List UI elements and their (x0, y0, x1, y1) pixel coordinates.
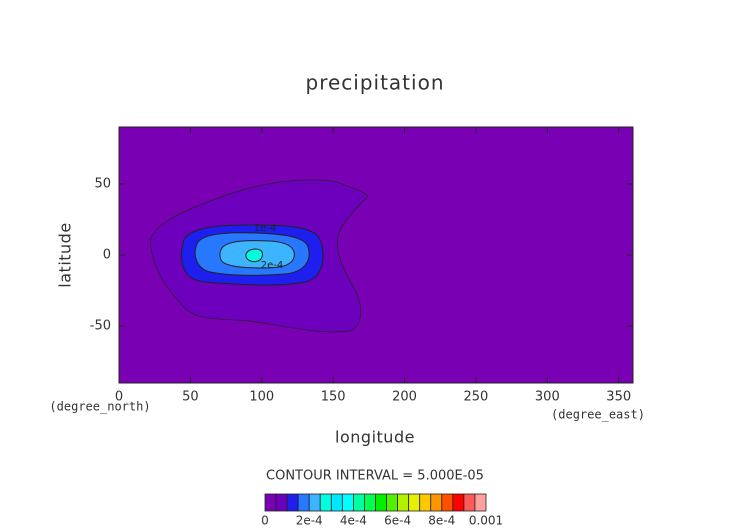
colorbar-box (264, 493, 277, 512)
y-axis-label: latitude (56, 222, 75, 287)
colorbar-box (386, 493, 398, 512)
contour-label: 1e-4 (254, 223, 277, 234)
y-tick-label: -50 (90, 319, 111, 334)
colorbar-box (297, 493, 310, 512)
colorbar-box (452, 493, 465, 512)
y-tick-label: 50 (94, 176, 111, 191)
colorbar-box (308, 493, 321, 512)
x-unit: (degree_east) (551, 408, 645, 422)
colorbar-box (419, 493, 432, 512)
x-tick-label: 0 (115, 390, 123, 405)
colorbar-box (474, 493, 487, 512)
colorbar-box (408, 493, 421, 512)
colorbar-box (375, 493, 387, 512)
colorbar-box (430, 493, 443, 512)
contour-region (245, 248, 263, 263)
colorbar-tick-label: 6e-4 (384, 514, 411, 528)
chart-title: precipitation (306, 71, 445, 95)
colorbar-tick-label: 0 (261, 514, 269, 528)
colorbar-box (330, 493, 343, 512)
x-axis-label: longitude (335, 428, 415, 447)
colorbar-box (441, 493, 454, 512)
colorbar-box (352, 493, 365, 512)
y-tick-label: 0 (103, 248, 111, 263)
x-tick-label: 250 (464, 390, 489, 405)
x-tick-label: 150 (321, 390, 346, 405)
x-tick-label: 350 (606, 390, 631, 405)
x-tick-label: 100 (249, 390, 274, 405)
x-tick-label: 200 (392, 390, 417, 405)
colorbar-tick-label: 8e-4 (428, 514, 455, 528)
colorbar-box (463, 493, 476, 512)
colorbar-box (364, 493, 376, 512)
y-unit: (degree_north) (49, 400, 150, 414)
colorbar-tick-label: 4e-4 (340, 514, 367, 528)
x-tick-label: 300 (535, 390, 560, 405)
colorbar-box (319, 493, 332, 512)
colorbar-box (275, 493, 288, 512)
colorbar-box (341, 493, 354, 512)
colorbar-box (397, 493, 410, 512)
x-tick-label: 50 (182, 390, 199, 405)
colorbar-box (286, 493, 299, 512)
colorbar-tick-label: 2e-4 (296, 514, 323, 528)
colorbar-tick-label: 0.001 (469, 514, 503, 528)
contour-label: 2e-4 (261, 260, 284, 271)
contour-note: CONTOUR INTERVAL = 5.000E-05 (266, 469, 484, 484)
